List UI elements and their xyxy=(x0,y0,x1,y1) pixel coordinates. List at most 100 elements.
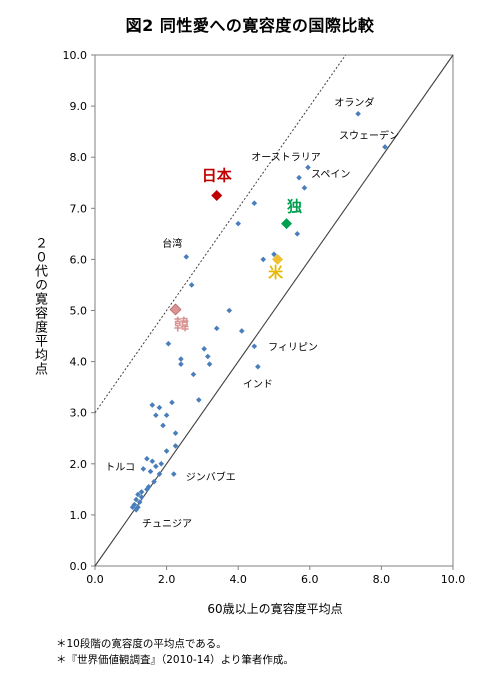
data-point xyxy=(294,231,301,237)
data-point xyxy=(260,256,267,263)
highlight-label: 韓 xyxy=(174,315,189,333)
data-point xyxy=(204,353,211,360)
highlight-point xyxy=(272,253,284,265)
y-tick-label: 8.0 xyxy=(70,151,88,164)
data-point xyxy=(213,325,220,332)
data-point xyxy=(147,468,154,475)
y-tick-label: 10.0 xyxy=(63,49,88,62)
data-point xyxy=(145,483,152,490)
reference-line-dotted xyxy=(94,54,347,413)
data-point xyxy=(144,455,150,462)
highlight-point xyxy=(281,218,293,230)
data-point xyxy=(196,397,202,403)
x-tick-label: 6.0 xyxy=(301,573,319,586)
point-label: チュニジア xyxy=(142,518,192,530)
y-tick-label: 0.0 xyxy=(70,560,88,573)
data-point xyxy=(156,404,163,411)
highlight-point xyxy=(211,190,223,202)
data-point xyxy=(170,471,177,477)
footnote-2: ＊『世界価値観調査』（2010-14）より筆者作成。 xyxy=(56,654,294,666)
data-point xyxy=(131,501,138,508)
y-tick-label: 1.0 xyxy=(70,509,88,522)
y-tick-label: 6.0 xyxy=(70,253,88,266)
point-labels: オランダスウェーデンオーストラリアスペイン台湾フィリピンインドトルコジンバブエチ… xyxy=(105,96,399,530)
point-label: オーストラリア xyxy=(251,151,321,163)
data-point xyxy=(172,443,179,449)
point-label: インド xyxy=(243,379,273,390)
x-tick-label: 2.0 xyxy=(158,573,176,586)
data-point xyxy=(165,340,172,347)
y-tick-label: 3.0 xyxy=(70,407,88,420)
data-point xyxy=(301,185,308,191)
x-axis-label: 60歳以上の寛容度平均点 xyxy=(207,602,343,616)
data-point xyxy=(163,448,170,454)
data-point xyxy=(201,346,207,352)
axes: 0.0 1.0 2.0 3.0 4.0 5.0 6.0 7.0 8.0 9.0 10.0 0.0 2.0… xyxy=(63,49,466,586)
point-label: スペイン xyxy=(311,170,350,181)
x-tick-label: 8.0 xyxy=(373,573,391,586)
y-tick-label: 4.0 xyxy=(70,356,88,369)
data-point xyxy=(172,430,179,436)
x-tick-label: 4.0 xyxy=(229,573,247,586)
data-point xyxy=(133,496,139,503)
y-tick-label: 2.0 xyxy=(70,458,88,471)
data-point xyxy=(226,307,233,314)
data-point xyxy=(163,412,170,419)
data-point xyxy=(153,463,159,470)
data-point xyxy=(136,499,143,505)
data-point xyxy=(183,254,190,260)
point-label: フィリピン xyxy=(268,341,318,353)
highlight-point xyxy=(169,303,182,316)
point-label: 台湾 xyxy=(162,237,182,250)
data-point xyxy=(206,361,213,367)
y-tick-label: 5.0 xyxy=(70,305,88,318)
x-tick-label: 0.0 xyxy=(86,573,104,586)
point-label: トルコ xyxy=(105,462,135,473)
data-point xyxy=(178,361,184,367)
chart-title: 図2 同性愛への寛容度の国際比較 xyxy=(125,16,375,35)
data-point xyxy=(156,471,163,477)
data-point xyxy=(151,478,157,485)
data-point xyxy=(251,200,258,206)
data-point xyxy=(149,458,156,465)
y-tick-label: 7.0 xyxy=(70,202,88,215)
highlight-label: 米 xyxy=(268,263,284,281)
data-point xyxy=(271,251,277,258)
data-point xyxy=(138,494,145,500)
data-point xyxy=(251,343,258,350)
data-point xyxy=(382,144,388,150)
data-point xyxy=(255,363,261,370)
data-point xyxy=(235,220,241,227)
point-label: オランダ xyxy=(334,96,374,109)
data-point xyxy=(188,282,195,288)
data-point xyxy=(355,110,361,117)
highlight-label: 独 xyxy=(287,198,302,216)
footnote-1: ＊10段階の寛容度の平均点である。 xyxy=(56,638,227,650)
data-point xyxy=(135,504,141,511)
data-point xyxy=(160,422,166,429)
data-point xyxy=(178,356,184,362)
data-point xyxy=(153,412,159,419)
data-point xyxy=(144,486,150,493)
point-label: ジンバブエ xyxy=(186,471,236,484)
point-label: スウェーデン xyxy=(339,129,399,142)
data-point xyxy=(133,506,139,513)
data-point xyxy=(296,174,302,181)
x-tick-label: 10.0 xyxy=(441,573,466,586)
y-axis-label: ２０代の寛容度平均点 xyxy=(32,236,47,376)
data-point xyxy=(238,328,245,334)
data-point xyxy=(158,461,165,467)
data-point xyxy=(305,164,311,171)
data-point xyxy=(138,489,145,495)
data-point xyxy=(169,399,175,406)
data-point xyxy=(190,371,197,378)
data-point xyxy=(140,466,147,472)
highlight-label: 日本 xyxy=(202,167,232,185)
data-point xyxy=(135,491,141,498)
y-tick-label: 9.0 xyxy=(70,100,88,113)
data-points xyxy=(129,110,388,513)
data-point xyxy=(149,402,156,408)
data-point xyxy=(129,504,136,511)
